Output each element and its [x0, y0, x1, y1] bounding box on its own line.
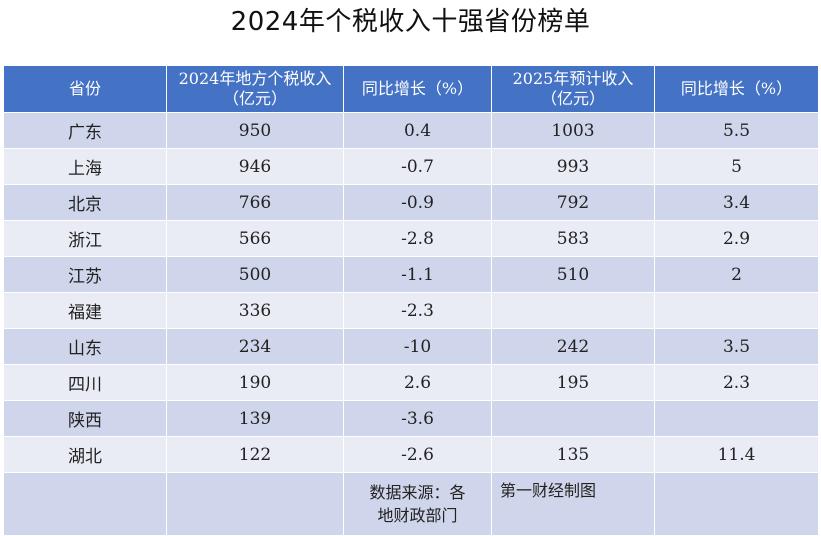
- cell-growth-2024: -2.3: [343, 292, 492, 329]
- footer-empty-cell: [654, 472, 819, 536]
- table-row: 江苏 500 -1.1 510 2: [3, 256, 819, 293]
- table-row: 福建 336 -2.3: [3, 292, 819, 329]
- cell-income-2025: 195: [491, 364, 655, 401]
- cell-income-2024: 766: [166, 184, 344, 221]
- cell-income-2024: 336: [166, 292, 344, 329]
- header-line1: 省份: [68, 79, 101, 98]
- source-line1: 数据来源：各: [369, 483, 466, 502]
- cell-growth-2025: 11.4: [654, 436, 819, 473]
- cell-province: 福建: [3, 292, 167, 329]
- cell-growth-2024: 2.6: [343, 364, 492, 401]
- table-row: 上海 946 -0.7 993 5: [3, 148, 819, 185]
- cell-province: 四川: [3, 364, 167, 401]
- header-growth-2025: 同比增长（%）: [654, 65, 819, 113]
- cell-income-2025: 993: [491, 148, 655, 185]
- cell-income-2024: 139: [166, 400, 344, 437]
- cell-income-2025: 510: [491, 256, 655, 293]
- cell-growth-2025: 3.5: [654, 328, 819, 365]
- cell-growth-2024: -10: [343, 328, 492, 365]
- table-row: 四川 190 2.6 195 2.3: [3, 364, 819, 401]
- cell-growth-2024: -0.9: [343, 184, 492, 221]
- cell-growth-2025: 5.5: [654, 112, 819, 149]
- cell-income-2024: 946: [166, 148, 344, 185]
- header-income-2025: 2025年预计收入 （亿元）: [491, 65, 655, 113]
- cell-income-2024: 566: [166, 220, 344, 257]
- cell-income-2024: 950: [166, 112, 344, 149]
- footer-empty-cell: [3, 472, 167, 536]
- table-row: 北京 766 -0.9 792 3.4: [3, 184, 819, 221]
- header-province: 省份: [3, 65, 167, 113]
- header-income-2024: 2024年地方个税收入 （亿元）: [166, 65, 344, 113]
- cell-income-2024: 234: [166, 328, 344, 365]
- cell-income-2025: [491, 400, 655, 437]
- table-row: 湖北 122 -2.6 135 11.4: [3, 436, 819, 473]
- cell-growth-2025: [654, 400, 819, 437]
- cell-growth-2025: 2.9: [654, 220, 819, 257]
- cell-growth-2025: 2.3: [654, 364, 819, 401]
- tax-ranking-table: 省份 2024年地方个税收入 （亿元） 同比增长（%） 2025年预计收入 （亿…: [3, 65, 819, 536]
- header-growth-2024: 同比增长（%）: [343, 65, 492, 113]
- cell-income-2024: 190: [166, 364, 344, 401]
- cell-income-2025: [491, 292, 655, 329]
- cell-province: 湖北: [3, 436, 167, 473]
- cell-income-2024: 122: [166, 436, 344, 473]
- cell-income-2025: 242: [491, 328, 655, 365]
- cell-growth-2024: -2.8: [343, 220, 492, 257]
- table-row: 陕西 139 -3.6: [3, 400, 819, 437]
- cell-growth-2024: 0.4: [343, 112, 492, 149]
- header-row: 省份 2024年地方个税收入 （亿元） 同比增长（%） 2025年预计收入 （亿…: [3, 65, 819, 113]
- cell-income-2025: 792: [491, 184, 655, 221]
- cell-growth-2025: 5: [654, 148, 819, 185]
- header-line1: 同比增长（%）: [680, 79, 793, 98]
- cell-income-2025: 1003: [491, 112, 655, 149]
- cell-province: 浙江: [3, 220, 167, 257]
- chart-credit: 第一财经制图: [491, 472, 655, 536]
- cell-income-2024: 500: [166, 256, 344, 293]
- cell-growth-2025: 2: [654, 256, 819, 293]
- cell-province: 陕西: [3, 400, 167, 437]
- header-line1: 2025年预计收入: [512, 69, 634, 88]
- cell-growth-2025: 3.4: [654, 184, 819, 221]
- table-row: 山东 234 -10 242 3.5: [3, 328, 819, 365]
- cell-province: 北京: [3, 184, 167, 221]
- header-line1: 2024年地方个税收入: [178, 69, 332, 88]
- cell-growth-2024: -3.6: [343, 400, 492, 437]
- data-source-note: 数据来源：各 地财政部门: [343, 472, 492, 536]
- source-line2: 地财政部门: [377, 506, 458, 525]
- header-line1: 同比增长（%）: [361, 79, 474, 98]
- cell-growth-2025: [654, 292, 819, 329]
- cell-province: 广东: [3, 112, 167, 149]
- header-line2: （亿元）: [222, 89, 287, 108]
- table-row: 浙江 566 -2.8 583 2.9: [3, 220, 819, 257]
- header-line2: （亿元）: [540, 89, 605, 108]
- cell-province: 上海: [3, 148, 167, 185]
- cell-growth-2024: -0.7: [343, 148, 492, 185]
- page-title: 2024年个税收入十强省份榜单: [230, 7, 591, 37]
- cell-growth-2024: -1.1: [343, 256, 492, 293]
- footer-row: 数据来源：各 地财政部门 第一财经制图: [3, 472, 819, 536]
- cell-income-2025: 135: [491, 436, 655, 473]
- cell-growth-2024: -2.6: [343, 436, 492, 473]
- cell-province: 山东: [3, 328, 167, 365]
- cell-income-2025: 583: [491, 220, 655, 257]
- footer-empty-cell: [166, 472, 344, 536]
- cell-province: 江苏: [3, 256, 167, 293]
- table-row: 广东 950 0.4 1003 5.5: [3, 112, 819, 149]
